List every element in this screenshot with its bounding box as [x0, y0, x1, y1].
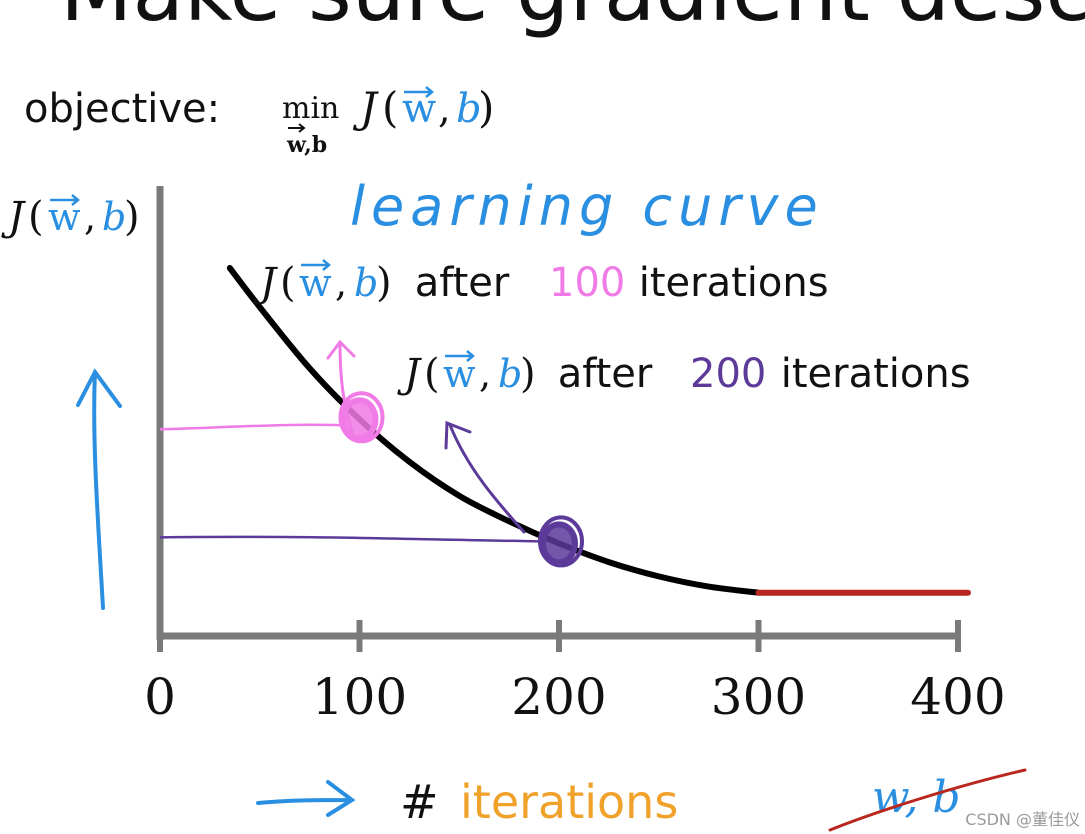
struck-w-b: w, b [828, 768, 1027, 832]
annotation-200-vector-arrow-icon [445, 350, 475, 362]
x-ticks: 0 100 200 300 400 [144, 620, 1006, 726]
annotation-100-suffix: iterations [626, 260, 829, 306]
marker-ring-100 [338, 391, 385, 444]
strike-line [828, 768, 1027, 832]
objective-min: min [282, 91, 339, 126]
marker-ring-200 [538, 515, 584, 568]
y-label-vector-arrow-icon [50, 194, 80, 206]
annotation-100-lparen: ( [280, 260, 296, 306]
objective-J: J [352, 83, 379, 132]
objective-min-sub: w,b [286, 132, 327, 158]
annotation-100-vector-arrow-icon [301, 259, 331, 271]
annotation-100-comma: , [335, 261, 347, 305]
x-label-hash: # [400, 775, 439, 829]
x-tick-label-0: 0 [144, 668, 176, 726]
objective-b: b [456, 86, 482, 132]
x-tick-label-300: 300 [711, 668, 806, 726]
watermark: CSDN @董佳仪 [965, 810, 1080, 829]
objective-comma: , [438, 86, 451, 132]
annotation-200-suffix: iterations [768, 351, 971, 397]
annotation-200-comma: , [479, 352, 491, 396]
y-axis-label: J ( w , b ) [1, 194, 140, 240]
y-label-b: b [102, 195, 126, 239]
cost-curve [226, 265, 762, 596]
header-fragment: Make sure gradient desce [60, 0, 1085, 40]
marker-200 [540, 521, 578, 566]
x-axis-label: # iterations [400, 775, 678, 829]
annotation-100: J ( w , b ) after 100 iterations [253, 259, 829, 306]
x-tick-label-200: 200 [511, 668, 606, 726]
pointer-arrow-100-icon [326, 339, 356, 434]
annotation-200-J: J [397, 351, 422, 397]
x-tick-label-100: 100 [312, 668, 407, 726]
annotation-200-rparen: ) [520, 351, 536, 397]
annotation-100-b: b [354, 261, 378, 305]
y-label-lparen: ( [28, 194, 44, 240]
y-label-rparen: ) [124, 194, 140, 240]
guide-line-100 [159, 423, 342, 431]
annotation-200-value: 200 [690, 351, 766, 397]
objective-label: objective: [24, 86, 220, 132]
x-tick-label-400: 400 [910, 668, 1005, 726]
pointer-arrow-200-icon [444, 420, 526, 534]
objective-w-vector-arrow-icon [404, 86, 434, 98]
y-label-J: J [1, 194, 26, 240]
series-group [226, 265, 971, 596]
objective-sub-vector-arrow-icon [288, 123, 306, 133]
objective-function: J ( w , b ) [352, 83, 494, 132]
x-label-iterations: iterations [460, 775, 678, 829]
annotation-100-after: after [402, 260, 522, 306]
annotation-200-lparen: ( [424, 351, 440, 397]
objective-rparen: ) [478, 83, 494, 132]
y-label-comma: , [84, 195, 96, 239]
annotation-200-after: after [545, 351, 665, 397]
guide-line-200 [159, 535, 542, 543]
objective-min-subscript: w,b [286, 123, 327, 158]
struck-w-b-text: w, b [872, 772, 961, 823]
objective-lparen: ( [382, 83, 398, 132]
learning-curve-title: learning curve [350, 175, 824, 238]
annotation-100-value: 100 [549, 260, 625, 306]
annotation-200: J ( w , b ) after 200 iterations [397, 350, 971, 397]
right-arrow-icon [256, 780, 356, 817]
annotation-100-rparen: ) [376, 260, 392, 306]
annotation-200-b: b [498, 352, 522, 396]
up-arrow-icon [76, 368, 122, 610]
